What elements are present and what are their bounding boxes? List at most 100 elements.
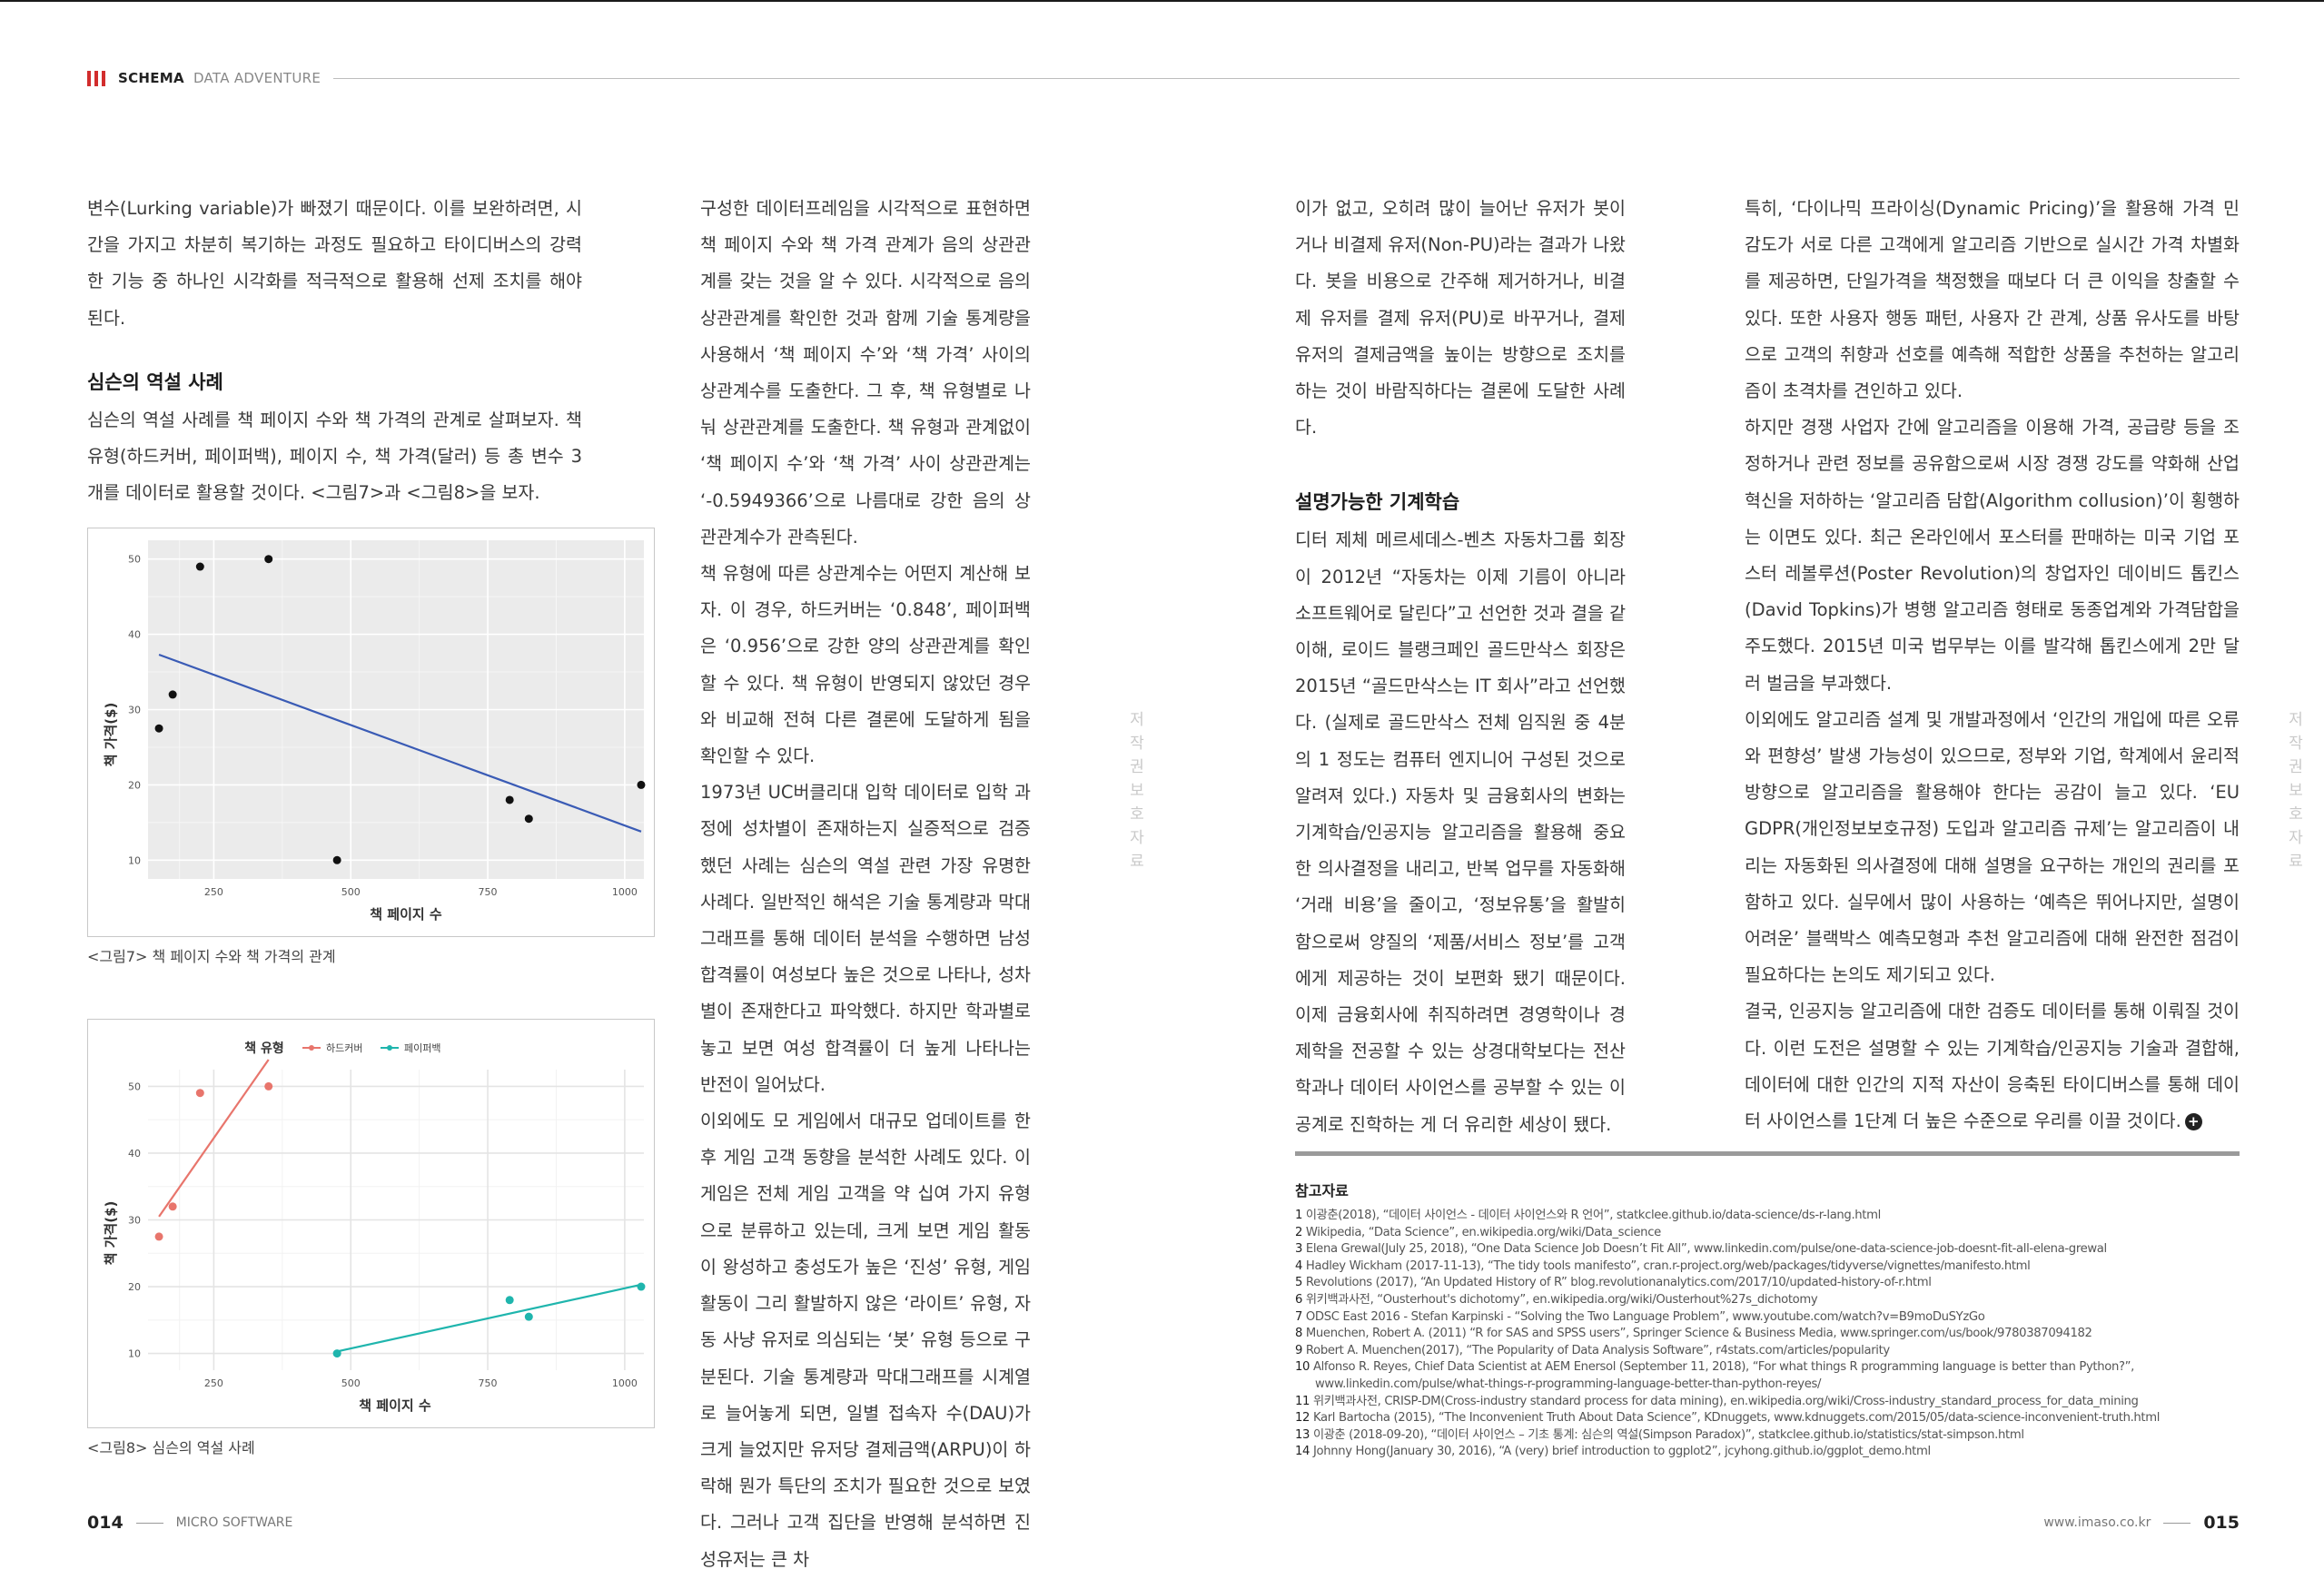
paragraph: 이외에도 알고리즘 설계 및 개발과정에서 ‘인간의 개입에 따른 오류와 편향… <box>1745 708 2240 986</box>
reference-text: 이광춘 (2018-09-20), “데이터 사이언스 – 기초 통계: 심슨의… <box>1312 1427 2024 1442</box>
paragraph: 결국, 인공지능 알고리즘에 대한 검증도 데이터를 통해 이뤄질 것이다. 이… <box>1745 993 2240 1140</box>
data-point <box>168 690 177 699</box>
watermark-left: 저작권 보호 자료 <box>1130 711 1144 871</box>
reference-number: 7 <box>1295 1309 1303 1324</box>
column-3: 이가 없고, 오히려 많이 늘어난 유저가 봇이거나 비결제 유저(Non-PU… <box>1295 191 1626 1143</box>
reference-item: 8 Muenchen, Robert A. (2011) “R for SAS … <box>1295 1326 2240 1343</box>
reference-number: 2 <box>1295 1225 1303 1239</box>
reference-item: 10 Alfonso R. Reyes, Chief Data Scientis… <box>1295 1359 2240 1393</box>
x-tick-label: 250 <box>204 1377 223 1389</box>
header-rule <box>333 77 2240 79</box>
x-tick-label: 1000 <box>612 886 638 898</box>
brand-bars-icon <box>87 70 105 86</box>
data-point <box>195 1089 204 1098</box>
y-axis-label: 책 가격($) <box>103 1201 119 1266</box>
data-point <box>637 1282 646 1291</box>
references: 참고자료 1 이광춘(2018), “데이터 사이언스 - 데이터 사이언스와 … <box>1295 1151 2240 1461</box>
page-number-left: 014 <box>87 1513 124 1533</box>
legend-dot-hardcover <box>309 1045 314 1051</box>
reference-item: 12 Karl Bartocha (2015), “The Inconvenie… <box>1295 1410 2240 1427</box>
y-tick-label: 40 <box>128 629 141 641</box>
reference-number: 9 <box>1295 1343 1303 1357</box>
column-1: 변수(Lurking variable)가 빠졌기 때문이다. 이를 보완하려면… <box>87 191 582 511</box>
reference-item: 14 Johnny Hong(January 30, 2016), “A (ve… <box>1295 1444 2240 1461</box>
y-tick-label: 20 <box>128 1281 141 1293</box>
reference-number: 6 <box>1295 1292 1303 1307</box>
reference-number: 14 <box>1295 1445 1310 1459</box>
section-label: DATA ADVENTURE <box>193 70 321 86</box>
x-tick-label: 500 <box>341 1377 361 1389</box>
reference-number: 10 <box>1295 1360 1310 1375</box>
references-rule <box>1295 1151 2240 1156</box>
data-point <box>332 855 341 864</box>
plus-circle-icon: + <box>2184 1113 2202 1131</box>
reference-item: 4 Hadley Wickham (2017-11-13), “The tidy… <box>1295 1258 2240 1276</box>
magazine-name: MICRO SOFTWARE <box>175 1515 293 1530</box>
reference-text: Wikipedia, “Data Science”, en.wikipedia.… <box>1305 1225 1661 1239</box>
footer-dash <box>135 1522 163 1524</box>
data-point <box>264 555 273 564</box>
x-tick-label: 500 <box>341 886 361 898</box>
reference-item: 7 ODSC East 2016 - Stefan Karpinski - “S… <box>1295 1309 2240 1327</box>
reference-text: Karl Bartocha (2015), “The Inconvenient … <box>1312 1411 2161 1426</box>
brand-label: SCHEMA <box>118 70 184 86</box>
site-url[interactable]: www.imaso.co.kr <box>2043 1515 2151 1530</box>
regression-line-paperback <box>336 1283 642 1353</box>
reference-item: 2 Wikipedia, “Data Science”, en.wikipedi… <box>1295 1225 2240 1242</box>
reference-number: 12 <box>1295 1411 1310 1426</box>
reference-item: 9 Robert A. Muenchen(2017), “The Popular… <box>1295 1343 2240 1360</box>
y-tick-label: 10 <box>128 1348 141 1360</box>
y-tick-label: 20 <box>128 779 141 791</box>
reference-text: 위키백과사전, “Ousterhout's dichotomy”, en.wik… <box>1305 1292 1818 1307</box>
references-list: 1 이광춘(2018), “데이터 사이언스 - 데이터 사이언스와 R 언어”… <box>1295 1208 2240 1461</box>
paragraph: 이가 없고, 오히려 많이 늘어난 유저가 봇이거나 비결제 유저(Non-PU… <box>1295 198 1626 439</box>
reference-item: 3 Elena Grewal(July 25, 2018), “One Data… <box>1295 1241 2240 1258</box>
paragraph-text: 결국, 인공지능 알고리즘에 대한 검증도 데이터를 통해 이뤄질 것이다. 이… <box>1745 1001 2240 1132</box>
reference-text: 위키백과사전, CRISP-DM(Cross-industry standard… <box>1312 1394 2139 1408</box>
reference-number: 11 <box>1295 1394 1310 1408</box>
reference-number: 13 <box>1295 1427 1310 1442</box>
legend-title: 책 유형 <box>244 1041 284 1056</box>
y-tick-label: 30 <box>128 1215 141 1227</box>
data-point <box>195 562 204 571</box>
reference-item: 1 이광춘(2018), “데이터 사이언스 - 데이터 사이언스와 R 언어”… <box>1295 1208 2240 1225</box>
reference-text: ODSC East 2016 - Stefan Karpinski - “Sol… <box>1305 1309 1985 1324</box>
data-point <box>505 795 514 804</box>
paragraph: 1973년 UC버클리대 입학 데이터로 입학 과정에 성차별이 존재하는지 실… <box>700 782 1031 1095</box>
paragraph: 디터 제체 메르세데스-벤츠 자동차그룹 회장이 2012년 “자동차는 이제 … <box>1295 529 1627 1135</box>
y-tick-label: 50 <box>128 554 141 566</box>
figure-7: 10 20 30 40 50 250 500 750 1000 책 가격($) 책 페이지 수 <box>87 528 655 937</box>
regression-line <box>158 653 642 833</box>
reference-text: Robert A. Muenchen(2017), “The Popularit… <box>1305 1343 1890 1357</box>
data-point <box>332 1349 341 1358</box>
figure-8: 책 유형 하드커버 페이퍼백 10 20 30 40 50 250 500 750 1000 책… <box>87 1019 655 1428</box>
paragraph: 하지만 경쟁 사업자 간에 알고리즘을 이용해 가격, 공급량 등을 조정하거나… <box>1745 417 2240 694</box>
reference-text: Johnny Hong(January 30, 2016), “A (very)… <box>1312 1445 1931 1459</box>
footer-left: 014 MICRO SOFTWARE <box>87 1509 292 1536</box>
legend-label-paperback: 페이퍼백 <box>404 1042 440 1054</box>
figure-8-caption: <그림8> 심슨의 역설 사례 <box>87 1439 255 1456</box>
y-tick-label: 10 <box>128 854 141 866</box>
figure-7-chart: 10 20 30 40 50 250 500 750 1000 책 가격($) 책 페이지 수 <box>103 540 646 923</box>
running-header: SCHEMA DATA ADVENTURE <box>87 65 2240 91</box>
reference-number: 4 <box>1295 1258 1303 1273</box>
x-tick-label: 1000 <box>612 1377 638 1389</box>
legend-label-hardcover: 하드커버 <box>326 1041 362 1054</box>
reference-number: 5 <box>1295 1276 1303 1290</box>
reference-item: 6 위키백과사전, “Ousterhout's dichotomy”, en.w… <box>1295 1292 2240 1309</box>
x-tick-label: 750 <box>479 886 498 898</box>
data-point <box>524 1312 533 1321</box>
column-4: 특히, ‘다이나믹 프라이싱(Dynamic Pricing)’을 활용해 가격… <box>1745 191 2240 1140</box>
x-axis-label: 책 페이지 수 <box>359 1397 431 1414</box>
reference-text: Alfonso R. Reyes, Chief Data Scientist a… <box>1312 1360 2134 1391</box>
page-number-right: 015 <box>2203 1513 2240 1533</box>
watermark-right: 저작권 보호 자료 <box>2289 711 2303 871</box>
reference-text: Revolutions (2017), “An Updated History … <box>1305 1276 1932 1290</box>
footer-dash <box>2163 1522 2191 1524</box>
x-axis-label: 책 페이지 수 <box>370 906 442 923</box>
y-tick-label: 30 <box>128 705 141 716</box>
data-point <box>524 814 533 824</box>
paragraph: 책 유형에 따른 상관계수는 어떤지 계산해 보자. 이 경우, 하드커버는 ‘… <box>700 563 1031 767</box>
legend-dot-paperback <box>387 1045 392 1051</box>
y-tick-label: 50 <box>128 1081 141 1092</box>
